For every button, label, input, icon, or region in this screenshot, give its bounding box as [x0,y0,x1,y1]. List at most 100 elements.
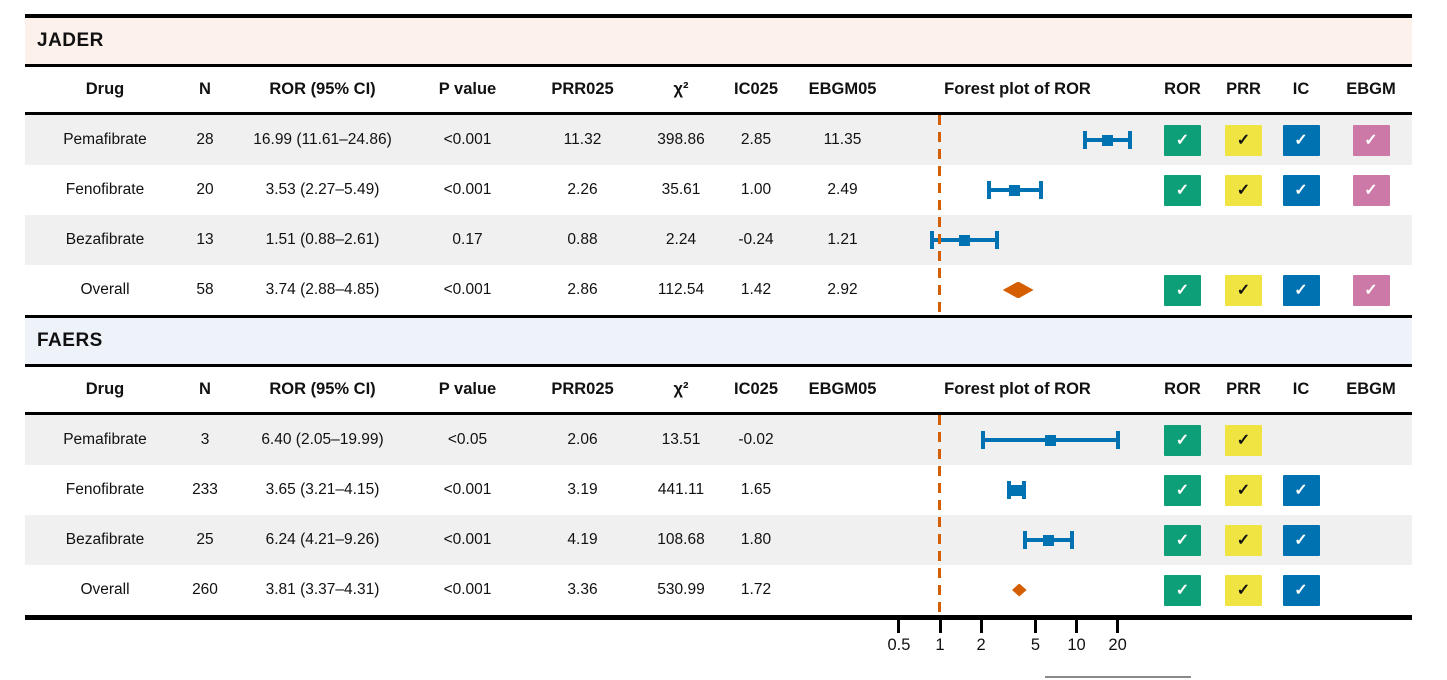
axis-tick [897,620,901,633]
ci-cap-low [1007,481,1012,499]
cell-ebgm05: 1.21 [827,231,858,248]
ci-cap-high [1022,481,1027,499]
ror-axis: 0.5 1 2 5 10 20 [25,620,1412,680]
cell-check-ic: ✓ [1272,124,1330,156]
ror-point-marker [958,234,970,246]
ror-signal-check-icon: ✓ [1164,574,1201,606]
ror-signal-check-icon: ✓ [1164,124,1201,156]
ci-cap-low [986,181,991,199]
cell-ror_ci: 3.81 (3.37–4.31) [265,581,380,598]
cell-ebgm05: 11.35 [823,131,862,148]
cell-n: 13 [196,231,214,248]
cell-check-ror: ✓ [1150,174,1215,206]
forest-plot-cell-fenofibrate [885,465,1150,515]
table-row-bezafibrate: Bezafibrate 25 6.24 (4.21–9.26) <0.001 4.19 1… [25,515,1412,565]
cell-check-ror: ✓ [1150,574,1215,606]
section-rows-faers: Pemafibrate 3 6.40 (2.05–19.99) <0.05 2.06 13… [25,415,1412,615]
cell-ror_ci: 16.99 (11.61–24.86) [253,131,392,148]
ci-cap-low [1023,531,1028,549]
ror-signal-check-icon: ✓ [1164,474,1201,506]
section-band-jader: JADER [25,18,1412,64]
prr-signal-check-icon: ✓ [1225,124,1262,156]
forest-plot-cell-pemafibrate [885,115,1150,165]
axis-tick [938,620,942,633]
prr-signal-check-icon: ✓ [1225,474,1262,506]
cell-check-ror: ✓ [1150,124,1215,156]
cell-p: <0.001 [443,481,492,498]
cell-check-ic: ✓ [1272,274,1330,306]
column-header-12: EBGM [1346,380,1396,398]
cell-check-prr: ✓ [1215,274,1272,306]
cell-n: 233 [192,481,218,498]
column-header-9: ROR [1164,80,1201,98]
cell-ror_ci: 3.74 (2.88–4.85) [265,281,380,298]
cell-chi2: 112.54 [657,281,705,298]
cell-check-ror: ✓ [1150,524,1215,556]
column-header-6: IC025 [733,380,779,398]
table-row-overall: Overall 260 3.81 (3.37–4.31) <0.001 3.36 530.… [25,565,1412,615]
cell-ror_ci: 6.40 (2.05–19.99) [261,431,384,448]
table-row-pemafibrate: Pemafibrate 3 6.40 (2.05–19.99) <0.05 2.06 13… [25,415,1412,465]
column-header-5: χ² [673,380,689,398]
cell-ror_ci: 3.53 (2.27–5.49) [265,181,380,198]
forest-plot-cell-overall [885,565,1150,615]
ic-signal-check-icon: ✓ [1282,274,1320,306]
cell-ic025: 1.00 [740,181,772,198]
ci-cap-high [1038,181,1043,199]
ebgm-signal-check-icon: ✓ [1352,274,1390,306]
forest-plot-cell-bezafibrate [885,215,1150,265]
cell-p: <0.001 [443,131,492,148]
cell-chi2: 13.51 [661,431,701,448]
column-header-11: IC [1292,80,1310,98]
cell-check-ic: ✓ [1272,474,1330,506]
cell-ror_ci: 6.24 (4.21–9.26) [265,531,380,548]
cell-drug: Pemafibrate [63,431,147,448]
cell-check-ror: ✓ [1150,474,1215,506]
column-header-9: ROR [1164,380,1201,398]
ror-signal-check-icon: ✓ [1164,174,1201,206]
cell-chi2: 2.24 [665,231,697,248]
column-header-8: Forest plot of ROR [944,380,1091,398]
forest-plot-cell-pemafibrate [885,415,1150,465]
prr-signal-check-icon: ✓ [1225,174,1262,206]
cell-ic025: 1.72 [740,581,772,598]
ror-point-marker [1044,434,1056,446]
ic-signal-check-icon: ✓ [1282,124,1320,156]
horizontal-rule [25,412,1412,415]
prr-signal-check-icon: ✓ [1225,524,1262,556]
column-header-10: PRR [1226,80,1261,98]
column-header-3: P value [438,380,497,398]
ci-cap-low [980,431,985,449]
axis-tick-label: 10 [1067,636,1086,654]
ci-cap-high [994,231,999,249]
column-header-0: Drug [85,80,125,98]
overall-diamond [1002,281,1034,299]
column-header-row: Drug N ROR (95% CI) P value PRR025 χ² IC025 EBG… [25,67,1412,112]
axis-tick-label: 1 [935,636,945,654]
column-header-2: ROR (95% CI) [269,380,376,398]
ebgm-signal-check-icon: ✓ [1352,174,1390,206]
cell-chi2: 441.11 [657,481,705,498]
axis-tick [1033,620,1037,633]
cell-p: <0.001 [443,281,492,298]
axis-tick [1075,620,1078,633]
cell-check-ebgm: ✓ [1330,124,1412,156]
cell-check-ror: ✓ [1150,424,1215,456]
column-header-7: EBGM05 [808,380,877,398]
cell-ic025: 1.80 [740,531,772,548]
column-header-11: IC [1292,380,1310,398]
cell-n: 260 [192,581,218,598]
axis-tick-label: 2 [976,636,986,654]
cell-prr025: 3.19 [567,481,598,498]
cell-ic025: -0.02 [738,431,774,448]
column-header-3: P value [438,80,497,98]
column-header-10: PRR [1226,380,1261,398]
table-row-fenofibrate: Fenofibrate 233 3.65 (3.21–4.15) <0.001 3.19… [25,465,1412,515]
column-header-5: χ² [673,80,689,98]
cell-drug: Bezafibrate [65,531,145,548]
cell-check-ebgm: ✓ [1330,174,1412,206]
cell-chi2: 108.68 [657,531,705,548]
cell-p: 0.17 [452,231,483,248]
bottom-rule [1045,676,1191,678]
axis-tick [979,620,983,633]
